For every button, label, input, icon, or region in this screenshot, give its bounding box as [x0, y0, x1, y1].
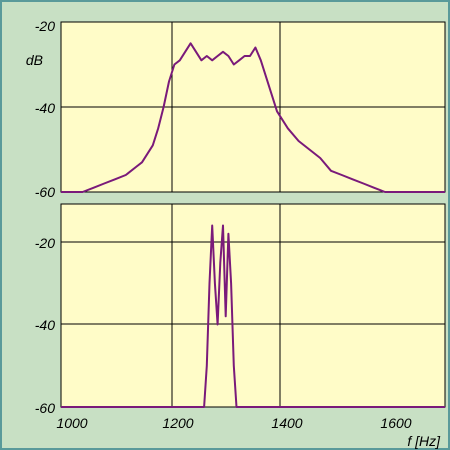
x-tick-label: 1200	[162, 415, 193, 431]
x-tick-label: 1400	[271, 415, 302, 431]
top-grid	[61, 22, 445, 192]
top-series-line	[61, 42, 445, 193]
bottom-y-tick-label: -40	[35, 317, 55, 333]
top-y-axis-label: dB	[26, 52, 43, 68]
top-y-tick-label: -60	[35, 184, 55, 200]
bottom-series-line	[61, 224, 445, 408]
bottom-y-tick-label: -20	[35, 235, 55, 251]
x-tick-label: 1600	[380, 415, 411, 431]
bottom-y-tick-label: -60	[35, 400, 55, 416]
top-panel: -20 dB -40 -60	[26, 18, 446, 200]
bottom-grid	[61, 204, 445, 407]
top-y-tick-label: -20	[35, 18, 55, 34]
bottom-panel: -20 -40 -60 1000 1200 1400 1600 f [Hz]	[35, 203, 446, 449]
x-tick-label: 1000	[56, 415, 87, 431]
bottom-plot-area	[60, 203, 446, 408]
x-axis-label: f [Hz]	[407, 433, 441, 449]
top-y-tick-label: -40	[35, 100, 55, 116]
